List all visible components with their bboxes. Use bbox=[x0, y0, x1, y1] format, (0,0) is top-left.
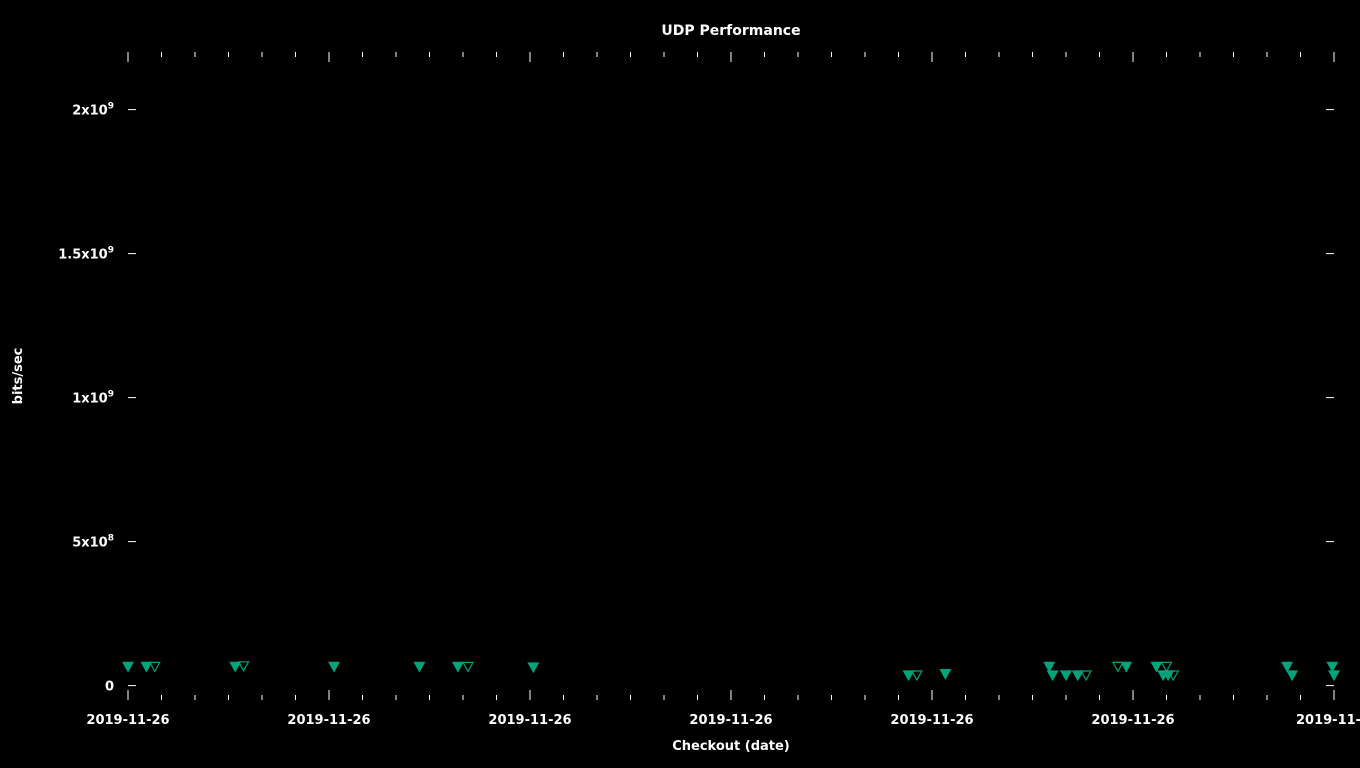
x-tick-label: 2019-11-26 bbox=[689, 713, 772, 728]
y-tick-label: 1x109 bbox=[72, 390, 114, 407]
data-point bbox=[1287, 671, 1297, 680]
data-point bbox=[1048, 671, 1058, 680]
data-point bbox=[1282, 662, 1292, 671]
y-tick-label: 0 bbox=[105, 680, 114, 695]
y-tick-label: 2x109 bbox=[72, 102, 114, 119]
data-point bbox=[1044, 662, 1054, 671]
x-axis-label: Checkout (date) bbox=[672, 739, 790, 754]
data-point bbox=[1121, 662, 1131, 671]
x-tick-label: 2019-11-26 bbox=[1091, 713, 1174, 728]
x-tick-label: 2019-11-26 bbox=[488, 713, 571, 728]
data-point bbox=[329, 662, 339, 671]
data-point bbox=[1162, 662, 1172, 671]
x-tick-label: 2019-11-2 bbox=[1296, 713, 1360, 728]
x-tick-label: 2019-11-26 bbox=[890, 713, 973, 728]
chart-title: UDP Performance bbox=[661, 23, 800, 39]
y-tick-label: 1.5x109 bbox=[58, 246, 114, 263]
x-tick-label: 2019-11-26 bbox=[86, 713, 169, 728]
y-axis-label: bits/sec bbox=[11, 348, 26, 405]
y-tick-label: 5x108 bbox=[72, 534, 114, 551]
data-point bbox=[123, 662, 133, 671]
data-point bbox=[528, 663, 538, 672]
data-point bbox=[1151, 662, 1161, 671]
data-point bbox=[1061, 671, 1071, 680]
data-point bbox=[414, 662, 424, 671]
data-point bbox=[1329, 671, 1339, 680]
data-point bbox=[1327, 662, 1337, 671]
data-point bbox=[940, 670, 950, 679]
data-point bbox=[453, 662, 463, 671]
data-point bbox=[463, 662, 473, 671]
x-tick-label: 2019-11-26 bbox=[287, 713, 370, 728]
udp-performance-chart: 0 5x108 1x109 1.5x109 2x109 2019-11-26 2019-1… bbox=[0, 0, 1360, 768]
data-point bbox=[230, 662, 240, 671]
